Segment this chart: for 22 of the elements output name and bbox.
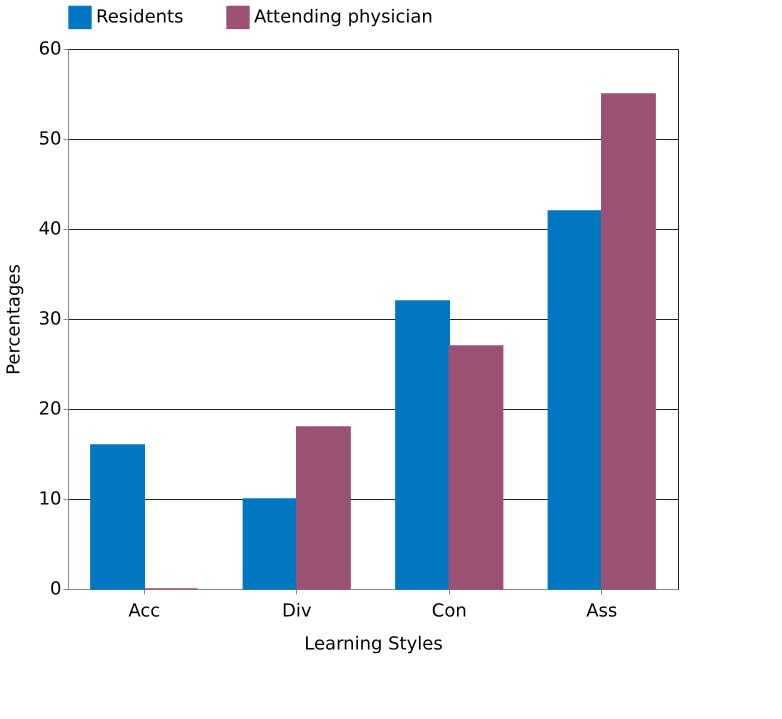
legend-label: Attending physician — [254, 6, 433, 28]
x-tick-label: Ass — [586, 600, 618, 622]
y-tick-label: 20 — [38, 398, 62, 420]
bar — [90, 444, 145, 590]
y-tick-label: 60 — [38, 38, 62, 60]
y-tick-label: 50 — [38, 128, 62, 150]
x-tick-label: Acc — [128, 600, 160, 622]
bar — [548, 210, 602, 590]
y-tick-label: 10 — [38, 488, 62, 510]
bar — [296, 426, 351, 590]
bar — [601, 93, 656, 590]
x-tick-label: Div — [282, 600, 312, 622]
y-tick-label: 30 — [38, 308, 62, 330]
x-axis-title: Learning Styles — [304, 634, 443, 654]
y-tick-label: 40 — [38, 218, 62, 240]
x-tick-label: Con — [432, 600, 467, 622]
bar — [242, 498, 298, 590]
y-tick-label: 0 — [50, 578, 62, 600]
bar — [448, 345, 504, 590]
y-axis-title: Percentages — [4, 264, 25, 375]
legend-label: Residents — [96, 6, 184, 28]
bar — [395, 300, 450, 590]
